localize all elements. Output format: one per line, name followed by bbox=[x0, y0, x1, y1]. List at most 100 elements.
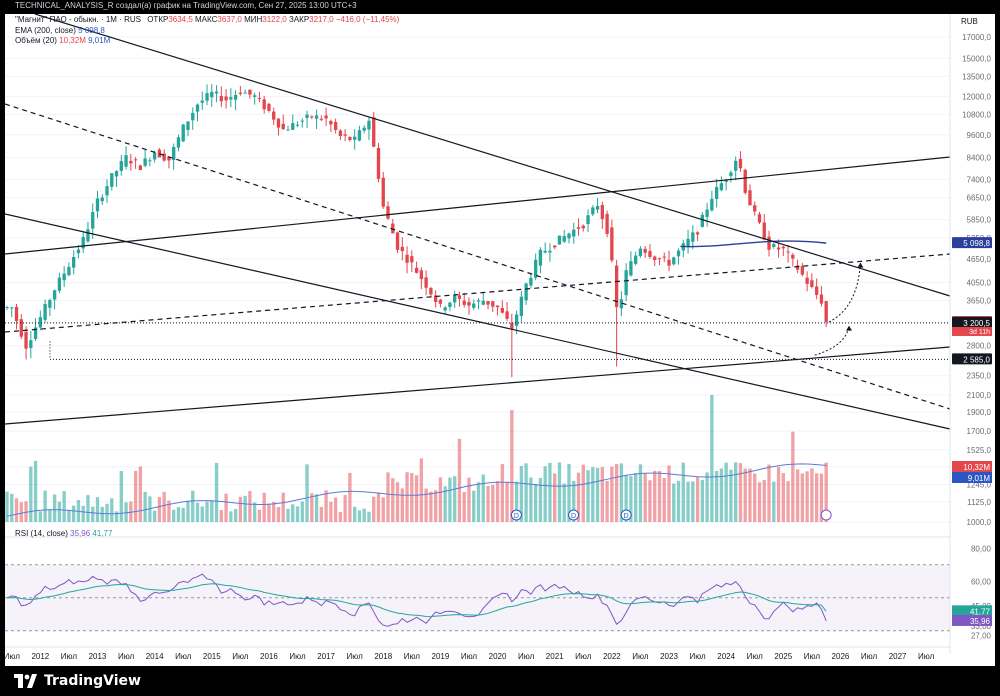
volume-bar bbox=[648, 480, 652, 522]
price-tag bbox=[952, 237, 992, 249]
volume-bar bbox=[224, 493, 228, 522]
volume-bar bbox=[157, 497, 162, 522]
volume-bar bbox=[795, 469, 800, 522]
volume-bar bbox=[672, 483, 676, 522]
volume-bar bbox=[243, 495, 247, 522]
candle-body bbox=[138, 165, 143, 171]
candle-body bbox=[633, 255, 638, 264]
candle-body bbox=[67, 266, 71, 276]
candle-body bbox=[381, 177, 385, 207]
volume-bar bbox=[162, 491, 166, 522]
candle-body bbox=[372, 117, 376, 147]
candle-body bbox=[110, 173, 114, 187]
volume-bar bbox=[710, 395, 714, 522]
candle-body bbox=[233, 94, 238, 100]
candle-body bbox=[695, 232, 700, 235]
volume-bar bbox=[614, 464, 619, 522]
volume-bar bbox=[719, 468, 724, 522]
candle-body bbox=[453, 295, 457, 303]
channel-lower-line bbox=[5, 213, 951, 430]
candle-body bbox=[424, 277, 428, 288]
candle-body bbox=[367, 120, 371, 130]
dashed-trend-line bbox=[5, 253, 951, 333]
volume-bar bbox=[124, 502, 128, 522]
volume-bar bbox=[738, 463, 743, 522]
rsi-line bbox=[6, 573, 827, 627]
price-tick-label: 4650,0 bbox=[967, 255, 992, 264]
volume-bar bbox=[143, 491, 147, 522]
candle-body bbox=[700, 214, 705, 227]
candle-body bbox=[567, 233, 571, 239]
candle-body bbox=[267, 103, 271, 111]
price-tags: 5 098,83 217,03 200,52 585,03d 11h10,32M… bbox=[952, 237, 992, 483]
volume-bar bbox=[448, 477, 452, 522]
volume-bar bbox=[81, 505, 85, 522]
candle-body bbox=[395, 232, 400, 250]
candle-body bbox=[676, 250, 681, 257]
volume-bar bbox=[72, 505, 76, 522]
time-tick-label: 2015 bbox=[203, 652, 221, 661]
candle-body bbox=[272, 111, 276, 120]
volume-bar bbox=[252, 502, 257, 522]
candle-body bbox=[538, 249, 543, 266]
time-tick-label: 2019 bbox=[432, 652, 450, 661]
volume-bar bbox=[219, 510, 223, 522]
rsi-tick-label: 80,00 bbox=[971, 544, 992, 553]
candle-body bbox=[805, 277, 809, 284]
volume-bar bbox=[376, 492, 381, 522]
chart-svg[interactable]: DDD 80,0060,0045,0033,0027,0041,7735,96 … bbox=[5, 14, 995, 666]
rsi-legend[interactable]: RSI (14, close) 35,96 41,77 bbox=[15, 529, 113, 538]
tradingview-logo[interactable]: TradingView bbox=[14, 673, 141, 689]
volume-bar bbox=[343, 495, 347, 522]
volume-legend[interactable]: Объём (20) 10,32M 9,01M bbox=[15, 36, 111, 45]
volume-bar bbox=[105, 503, 109, 522]
volume-bar bbox=[491, 484, 495, 522]
price-axis: 17000,0 15000,0 13500,0 12000,0 10800,0 9600,… bbox=[949, 14, 992, 654]
candle-body bbox=[62, 273, 66, 281]
volume-bar bbox=[505, 482, 509, 522]
candle-body bbox=[686, 238, 690, 246]
candle-body bbox=[324, 115, 328, 119]
volume-bar bbox=[781, 473, 785, 522]
volume-bar bbox=[262, 492, 266, 522]
symbol-title[interactable]: "Магнит" ПАО - обыкн. · 1M · RUS bbox=[15, 15, 141, 24]
candle-body bbox=[767, 236, 771, 250]
volume-ma-line bbox=[6, 463, 827, 517]
candle-body bbox=[195, 104, 200, 112]
price-tick-label: 4050,0 bbox=[967, 279, 992, 288]
price-tick-label: 1245,0 bbox=[967, 480, 992, 489]
candle-body bbox=[786, 251, 790, 253]
candle-body bbox=[314, 115, 319, 119]
ema200-line bbox=[680, 240, 827, 248]
price-tick-label: 1900,0 bbox=[967, 408, 992, 417]
volume-bar bbox=[391, 478, 395, 522]
rsi-ma-line bbox=[6, 583, 827, 618]
price-tick-label: 1700,0 bbox=[967, 427, 992, 436]
volume-bar bbox=[824, 462, 828, 522]
volume-bar bbox=[624, 475, 628, 522]
time-tick-label: 2018 bbox=[374, 652, 392, 661]
time-tick-label: Июл bbox=[632, 652, 649, 661]
candles bbox=[5, 84, 828, 378]
volume-bar bbox=[581, 464, 585, 522]
ema-legend[interactable]: EMA (200, close) 5 098,8 bbox=[15, 26, 105, 35]
volume-bar bbox=[548, 462, 552, 522]
volume-bar bbox=[776, 467, 781, 522]
time-tick-label: Июл bbox=[232, 652, 249, 661]
candle-body bbox=[810, 280, 814, 287]
volume-bar bbox=[553, 473, 557, 522]
volume-bar bbox=[810, 468, 814, 522]
projection-arrow-up bbox=[828, 262, 861, 323]
time-tick-label: 2016 bbox=[260, 652, 278, 661]
candle-body bbox=[386, 206, 390, 219]
candle-body bbox=[581, 225, 585, 229]
candle-body bbox=[100, 197, 104, 202]
volume-bar bbox=[372, 496, 376, 522]
volume-bar bbox=[100, 506, 104, 522]
volume-bar bbox=[86, 495, 90, 522]
volume-bar bbox=[338, 511, 343, 522]
volume-bar bbox=[329, 501, 333, 522]
price-tag-label: 3 200,5 bbox=[963, 319, 990, 328]
volume-bar bbox=[205, 501, 209, 522]
dividend-marker-label: D bbox=[514, 513, 519, 520]
